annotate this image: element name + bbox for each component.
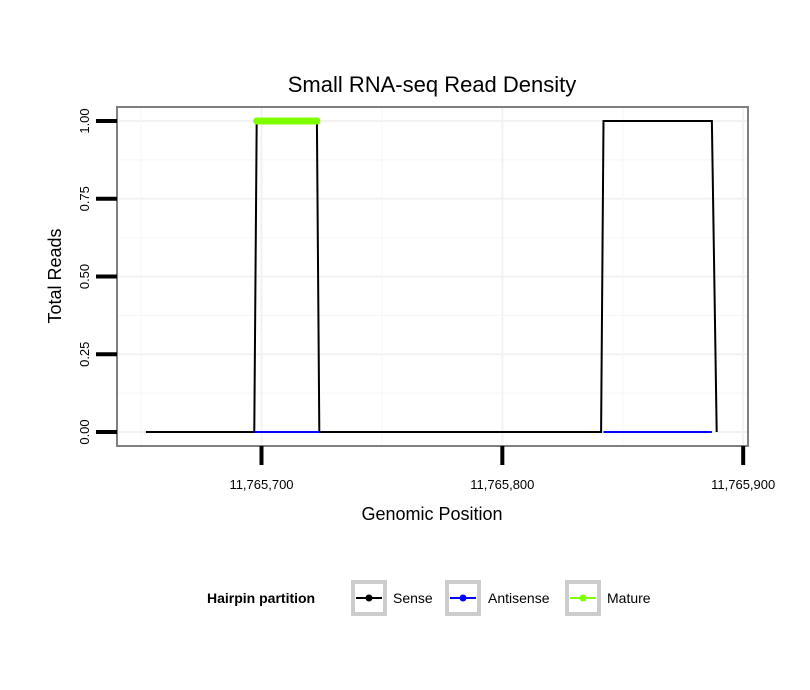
y-tick-label: 0.00: [77, 419, 92, 444]
legend-entry-mature: Mature: [565, 580, 651, 616]
x-axis-title: Genomic Position: [361, 504, 502, 524]
series-layer: [145, 117, 718, 433]
legend-label: Antisense: [488, 590, 550, 606]
y-tick-label: 0.50: [77, 264, 92, 289]
y-tick-label: 1.00: [77, 108, 92, 133]
legend-key-point: [365, 594, 373, 602]
y-tick-label: 0.75: [77, 186, 92, 211]
legend-key-point: [459, 594, 467, 602]
chart-title: Small RNA-seq Read Density: [288, 72, 577, 97]
x-tick-label: 11,765,900: [711, 477, 775, 492]
y-tick-label: 0.25: [77, 342, 92, 367]
legend-entry-antisense: Antisense: [445, 580, 550, 616]
y-axis-title: Total Reads: [45, 228, 65, 323]
legend-entry-sense: Sense: [351, 580, 433, 616]
x-tick-label: 11,765,700: [229, 477, 293, 492]
legend: Hairpin partition Sense Antisense Mature: [207, 580, 651, 616]
grid: [117, 107, 748, 446]
legend-label: Sense: [393, 590, 433, 606]
x-tick-label: 11,765,800: [470, 477, 534, 492]
legend-key-point: [579, 594, 587, 602]
legend-label: Mature: [607, 590, 651, 606]
axes: 0.00 0.25 0.50 0.75 1.00 11,765,700 11,765,800…: [77, 108, 775, 492]
legend-title: Hairpin partition: [207, 590, 315, 606]
